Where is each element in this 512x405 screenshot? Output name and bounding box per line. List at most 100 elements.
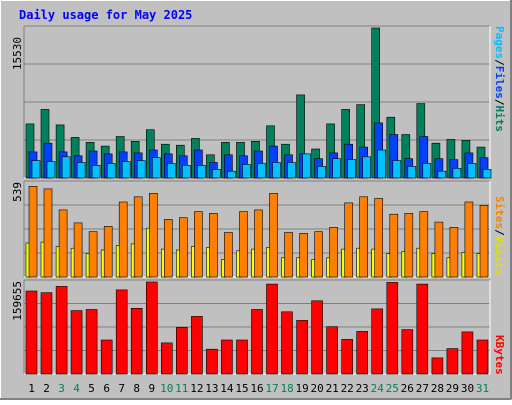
visits-bar (209, 213, 218, 278)
legend-hits: Hits (493, 106, 506, 133)
pages-bar (437, 170, 447, 179)
pages-bar (31, 160, 41, 179)
kbytes-panel-max-label: 159655 (11, 281, 24, 321)
kbytes-bar (221, 339, 233, 375)
day-label: 27 (416, 382, 429, 395)
day-label: 9 (148, 382, 155, 395)
pages-bar (422, 163, 432, 179)
kbytes-bar (476, 339, 489, 375)
kbytes-bar (356, 331, 369, 375)
day-label: 20 (310, 382, 323, 395)
pages-bar (362, 156, 372, 179)
pages-bar (76, 162, 86, 179)
panel-visits (23, 180, 491, 278)
day-label: 26 (401, 382, 414, 395)
kbytes-bar (130, 307, 143, 375)
kbytes-bar (25, 290, 38, 375)
day-label: 28 (431, 382, 444, 395)
kbytes-bar (161, 342, 173, 375)
day-label: 30 (461, 382, 474, 395)
visits-bar (404, 213, 414, 278)
day-label: 25 (386, 382, 399, 395)
day-label: 21 (326, 382, 339, 395)
pages-bar (227, 170, 236, 179)
kbytes-bar (251, 309, 263, 375)
kbytes-bar (55, 286, 68, 375)
visits-bar (194, 211, 203, 278)
visits-bar (179, 217, 188, 278)
visits-bar (314, 231, 323, 278)
visits-bar (359, 196, 369, 278)
kbytes-bar (446, 348, 459, 375)
hits-panel-axis-label: Pages/Files/Hits (493, 26, 506, 132)
pages-bar (452, 168, 462, 179)
kbytes-bar (85, 309, 98, 375)
day-label: 3 (58, 382, 65, 395)
day-label: 7 (118, 382, 125, 395)
day-label: 16 (250, 382, 263, 395)
day-label: 19 (295, 382, 308, 395)
visits-bar (58, 209, 68, 278)
pages-bar (136, 160, 146, 179)
panel-kbytes (23, 279, 491, 375)
pages-bar (287, 162, 296, 179)
kbytes-bar (236, 339, 248, 375)
kbytes-bar (461, 331, 474, 375)
kbytes-bar (386, 282, 399, 375)
visits-panel-max-label: 539 (11, 182, 24, 202)
day-label: 5 (88, 382, 95, 395)
legend-separator: / (493, 229, 506, 236)
visits-bar (28, 186, 38, 278)
day-label: 1 (28, 382, 35, 395)
pages-bar (332, 158, 341, 179)
day-label: 13 (205, 382, 218, 395)
day-label: 8 (133, 382, 140, 395)
legend-visits: Visits (493, 236, 506, 276)
kbytes-bar (371, 308, 384, 375)
visits-bar (449, 227, 459, 278)
visits-bar (88, 231, 98, 278)
kbytes-bar (146, 281, 158, 375)
pages-bar (197, 165, 206, 179)
pages-bar (182, 165, 191, 179)
pages-bar (167, 163, 176, 179)
visits-bar (239, 211, 248, 278)
visits-bar (118, 201, 128, 278)
pages-bar (212, 169, 221, 179)
kbytes-bar (176, 326, 188, 375)
visits-bar (149, 193, 158, 278)
visits-bar (464, 201, 474, 278)
chart-title: Daily usage for May 2025 (19, 8, 192, 22)
day-label: 23 (356, 382, 369, 395)
visits-bar (103, 226, 113, 278)
pages-bar (242, 164, 251, 179)
day-label: 17 (265, 382, 278, 395)
kbytes-bar (416, 283, 429, 375)
kbytes-bar (401, 329, 414, 375)
day-label: 14 (220, 382, 234, 395)
pages-bar (407, 166, 417, 179)
pages-bar (257, 163, 266, 179)
visits-bar (374, 198, 384, 278)
pages-bar (272, 162, 281, 179)
pages-bar (317, 166, 326, 179)
legend-separator: / (493, 59, 506, 66)
legend-files: Files (493, 66, 506, 99)
day-label: 2 (43, 382, 50, 395)
kbytes-bar (70, 310, 83, 375)
kbytes-bar (206, 348, 218, 375)
visits-bar (434, 221, 444, 278)
visits-bar (299, 233, 308, 278)
day-labels: 1 2 3 4 5 6 7 8 9 10 11 12 13 14 15 16 17 18 19 20 21 22 23 24 2… (28, 382, 489, 395)
visits-bar (269, 193, 278, 278)
visits-bar (344, 202, 354, 278)
day-label: 11 (175, 382, 188, 395)
visits-bar (73, 222, 83, 278)
legend-sites: Sites (493, 196, 506, 229)
pages-bar (347, 159, 357, 179)
hits-panel-max-label: 15530 (11, 37, 24, 70)
kbytes-bar (115, 289, 128, 375)
visits-bar (329, 227, 338, 278)
pages-bar (46, 161, 56, 179)
visits-bar (479, 205, 489, 278)
